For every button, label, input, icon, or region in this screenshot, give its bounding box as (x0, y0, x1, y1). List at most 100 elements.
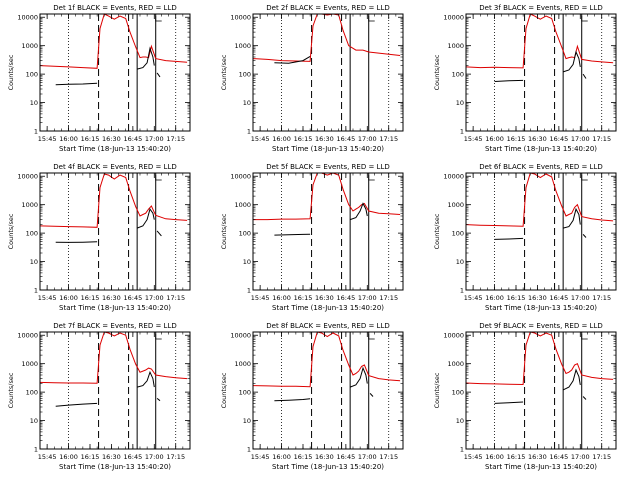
series-line-lld (252, 331, 401, 388)
chart-title: Det 7f BLACK = Events, RED = LLD (53, 322, 176, 330)
y-tick-label: 100 (239, 389, 251, 397)
plot-frame (252, 331, 404, 450)
x-tick-label: 16:15 (81, 294, 100, 302)
x-tick-label: 16:00 (272, 294, 291, 302)
x-tick-label: 16:45 (336, 294, 355, 302)
y-tick-label: 1000 (21, 360, 38, 368)
series-line-events (136, 46, 155, 70)
y-axis-label: Counts/sec (433, 54, 441, 90)
y-tick-label: 10 (30, 99, 38, 107)
chart-panel-4f: Det 4f BLACK = Events, RED = LLD Counts/s… (7, 163, 191, 312)
x-tick-label: 16:30 (528, 135, 547, 143)
chart-panel-6f: Det 6f BLACK = Events, RED = LLD Counts/s… (433, 163, 617, 312)
x-axis-label: Start Time (18-Jun-13 15:40:20) (59, 145, 171, 153)
y-tick-label: 1000 (234, 201, 251, 209)
chart-title: Det 2f BLACK = Events, RED = LLD (266, 4, 389, 12)
y-tick-label: 100 (26, 230, 38, 238)
x-tick-label: 17:00 (145, 453, 164, 461)
y-tick-label: 1 (34, 287, 38, 295)
x-axis-label: Start Time (18-Jun-13 15:40:20) (485, 145, 597, 153)
chart-title: Det 1f BLACK = Events, RED = LLD (53, 4, 176, 12)
x-tick-label: 16:00 (485, 135, 504, 143)
y-tick-label: 10000 (443, 14, 464, 22)
series-line-lld (39, 173, 188, 228)
bracket-marker (155, 175, 162, 181)
series-line-events (562, 368, 581, 391)
chart-panel-3f: Det 3f BLACK = Events, RED = LLD Counts/s… (433, 4, 617, 153)
series-line-events (274, 233, 311, 236)
y-tick-label: 1 (34, 128, 38, 136)
y-axis-label: Counts/sec (220, 372, 228, 408)
y-tick-label: 10 (243, 99, 251, 107)
plot-frame (465, 331, 617, 450)
x-axis-label: Start Time (18-Jun-13 15:40:20) (272, 145, 384, 153)
chart-panel-2f: Det 2f BLACK = Events, RED = LLD Counts/s… (220, 4, 404, 153)
x-tick-label: 17:15 (379, 294, 398, 302)
x-tick-label: 17:15 (592, 294, 611, 302)
y-tick-label: 10 (30, 258, 38, 266)
x-tick-label: 17:15 (379, 453, 398, 461)
chart-panel-8f: Det 8f BLACK = Events, RED = LLD Counts/s… (220, 322, 404, 471)
series-line-events (156, 230, 162, 237)
bracket-marker (368, 334, 375, 340)
chart-title: Det 5f BLACK = Events, RED = LLD (266, 163, 389, 171)
series-line-events (494, 237, 524, 240)
x-tick-label: 16:00 (272, 453, 291, 461)
x-tick-label: 17:15 (592, 135, 611, 143)
x-tick-label: 16:45 (123, 294, 142, 302)
y-tick-label: 1000 (234, 42, 251, 50)
y-tick-label: 10 (30, 417, 38, 425)
chart-title: Det 4f BLACK = Events, RED = LLD (53, 163, 176, 171)
x-axis-label: Start Time (18-Jun-13 15:40:20) (485, 304, 597, 312)
x-tick-label: 16:00 (59, 453, 78, 461)
x-axis-label: Start Time (18-Jun-13 15:40:20) (59, 304, 171, 312)
x-tick-label: 17:00 (145, 294, 164, 302)
y-tick-label: 1000 (234, 360, 251, 368)
plot-frame (39, 172, 191, 291)
x-tick-label: 17:00 (571, 294, 590, 302)
x-axis-label: Start Time (18-Jun-13 15:40:20) (485, 463, 597, 471)
x-tick-label: 16:30 (102, 135, 121, 143)
y-tick-label: 1 (247, 128, 251, 136)
y-tick-label: 10 (243, 417, 251, 425)
series-line-events (55, 402, 98, 407)
bracket-marker (581, 16, 588, 22)
y-tick-label: 1000 (447, 42, 464, 50)
y-axis-label: Counts/sec (220, 213, 228, 249)
x-tick-label: 16:00 (59, 294, 78, 302)
x-tick-label: 16:15 (507, 135, 526, 143)
series-line-lld (39, 331, 188, 384)
x-tick-label: 17:00 (358, 453, 377, 461)
x-tick-label: 16:45 (549, 135, 568, 143)
x-tick-label: 16:45 (336, 453, 355, 461)
y-axis-label: Counts/sec (433, 372, 441, 408)
y-tick-label: 10 (243, 258, 251, 266)
y-tick-label: 100 (452, 71, 464, 79)
plot-frame (39, 13, 191, 132)
y-tick-label: 1 (247, 287, 251, 295)
y-tick-label: 1 (460, 128, 464, 136)
y-tick-label: 1000 (447, 360, 464, 368)
x-axis-label: Start Time (18-Jun-13 15:40:20) (272, 463, 384, 471)
y-tick-label: 100 (452, 389, 464, 397)
x-tick-label: 16:00 (59, 135, 78, 143)
series-line-lld (253, 172, 401, 221)
y-axis-label: Counts/sec (220, 54, 228, 90)
x-tick-label: 16:30 (315, 453, 334, 461)
x-tick-label: 16:15 (294, 294, 313, 302)
y-tick-label: 10000 (17, 14, 38, 22)
series-line-lld (465, 172, 614, 227)
x-tick-label: 16:15 (294, 453, 313, 461)
bracket-marker (581, 334, 588, 340)
x-tick-label: 16:30 (315, 294, 334, 302)
y-tick-label: 100 (452, 230, 464, 238)
y-tick-label: 1 (247, 446, 251, 454)
y-tick-label: 10 (456, 258, 464, 266)
x-tick-label: 17:00 (571, 453, 590, 461)
y-tick-label: 1000 (21, 42, 38, 50)
x-tick-label: 16:30 (315, 135, 334, 143)
chart-panel-9f: Det 9f BLACK = Events, RED = LLD Counts/s… (433, 322, 617, 471)
y-tick-label: 10000 (230, 173, 251, 181)
y-tick-label: 10000 (230, 14, 251, 22)
x-tick-label: 15:45 (464, 453, 483, 461)
